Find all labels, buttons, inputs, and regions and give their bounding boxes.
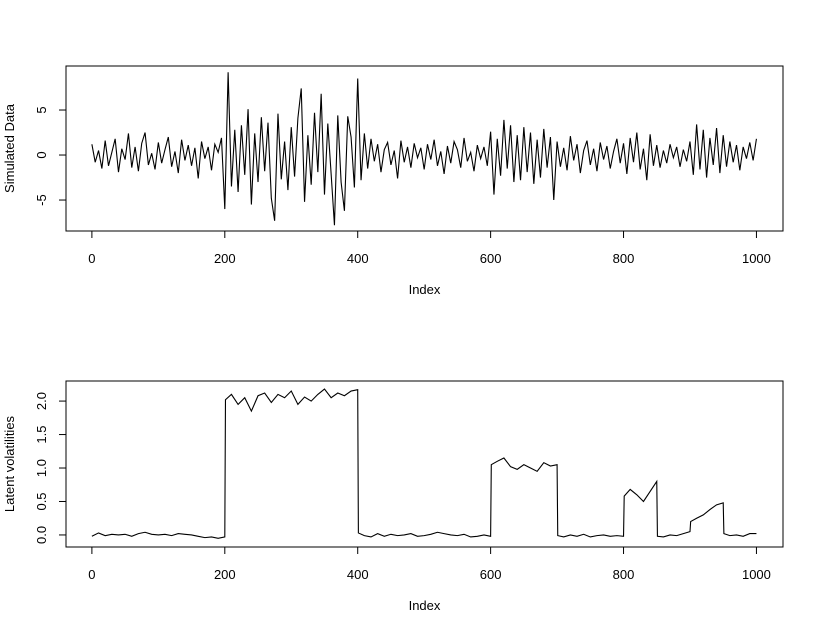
x-tick-label: 0 <box>88 567 95 582</box>
y-axis-label: Latent volatilities <box>2 415 17 512</box>
y-tick-label: 0.5 <box>34 492 49 510</box>
x-tick-label: 1000 <box>742 251 771 266</box>
data-line <box>91 388 757 539</box>
y-tick-label: -5 <box>34 194 49 206</box>
plot-box <box>65 380 784 548</box>
plot-box <box>65 65 784 232</box>
y-axis-label: Simulated Data <box>2 103 17 193</box>
y-tick-label: 1.0 <box>34 459 49 477</box>
y-tick-label: 0.0 <box>34 526 49 544</box>
y-tick-label: 1.5 <box>34 426 49 444</box>
x-axis-label: Index <box>409 598 441 613</box>
y-tick-label: 0 <box>34 151 49 158</box>
x-tick-label: 600 <box>480 567 502 582</box>
data-line <box>91 72 757 226</box>
y-tick-label: 5 <box>34 106 49 113</box>
x-tick-label: 600 <box>480 251 502 266</box>
x-tick-label: 1000 <box>742 567 771 582</box>
x-tick-label: 400 <box>347 567 369 582</box>
x-tick-label: 0 <box>88 251 95 266</box>
y-tick-label: 2.0 <box>34 392 49 410</box>
x-tick-label: 200 <box>214 251 236 266</box>
x-tick-label: 400 <box>347 251 369 266</box>
x-tick-label: 800 <box>613 567 635 582</box>
x-tick-label: 800 <box>613 251 635 266</box>
x-tick-label: 200 <box>214 567 236 582</box>
x-axis-label: Index <box>409 282 441 297</box>
